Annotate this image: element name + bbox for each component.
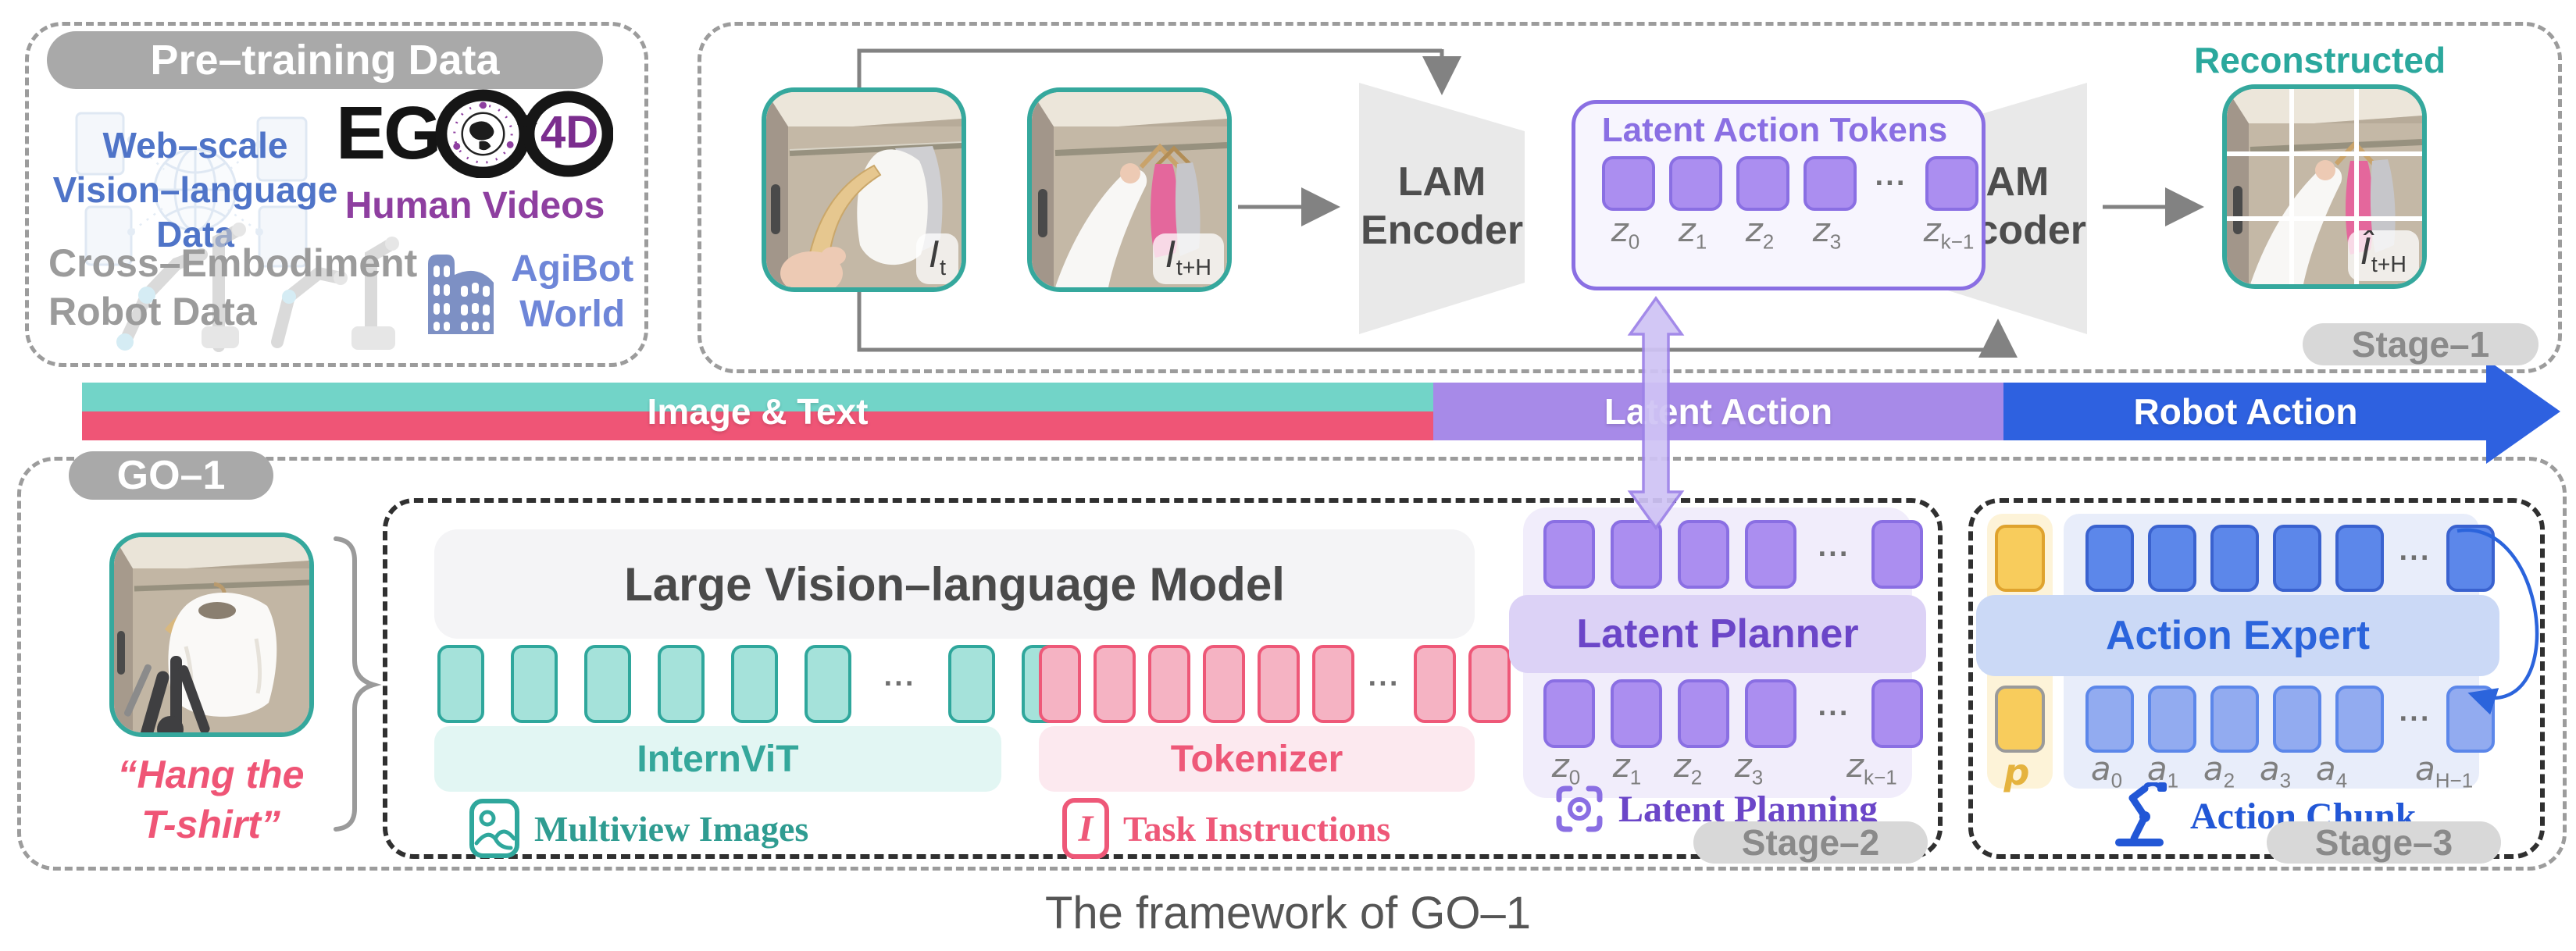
ego4d-glasses-icon <box>435 89 613 178</box>
reconstructed-label: Reconstructed <box>2193 40 2446 80</box>
colosseum-icon <box>428 255 494 334</box>
timeline-latent-action-segment: Latent Action <box>1433 383 2003 440</box>
image-label-future: It+H <box>1153 233 1224 284</box>
stage1-pill: Stage–1 <box>2303 323 2539 365</box>
vlm-title-box: Large Vision–language Model <box>434 529 1475 639</box>
proprio-token-bottom <box>1995 686 2045 753</box>
task-instruction-text: “Hang the T-shirt” <box>117 753 305 846</box>
timeline-image-text-label: Image & Text <box>647 391 869 432</box>
cross-embodiment-label: Cross–Embodiment Robot Data <box>48 241 418 333</box>
timeline-robot-action-label: Robot Action <box>2133 391 2358 432</box>
timeline-robot-action-segment: Robot Action <box>2003 383 2488 440</box>
stage3-pill: Stage–3 <box>2267 821 2501 864</box>
planner-output-token-row: ··· <box>1543 679 1923 748</box>
proprio-token-top <box>1995 525 2045 592</box>
latent-action-token-row: ··· <box>1602 156 1978 211</box>
image-label-current: It <box>916 233 958 284</box>
latent-planning-icon <box>1556 785 1603 832</box>
vlm-planner-box <box>383 498 1943 859</box>
robot-action-arrowhead <box>2486 359 2560 464</box>
pretraining-title: Pre–training Data <box>150 37 500 84</box>
task-instructions-caption: I Task Instructions <box>1062 798 1390 859</box>
ego4d-logo: EG 4D Human Videos <box>336 87 625 227</box>
latent-action-tokens-title: Latent Action Tokens <box>1601 111 1948 149</box>
latent-planner-bar: Latent Planner <box>1509 595 1926 673</box>
robot-arm-icon <box>2115 782 2167 846</box>
web-scale-label: Web–scale Vision–language Data <box>52 125 338 255</box>
planner-token-labels: z0 z1 z2 z3 zk−1 <box>1551 746 1897 789</box>
latent-token-labels: z0 z1 z2 z3 zk−1 <box>1611 211 1975 254</box>
multiview-images-icon <box>469 799 519 858</box>
task-observation-image <box>109 532 314 737</box>
action-input-token-row: ··· <box>2085 525 2495 592</box>
go1-pill: GO–1 <box>69 451 273 500</box>
image-label-reconstructed: Ît+H <box>2348 230 2419 281</box>
task-instructions-icon: I <box>1062 798 1109 859</box>
figure-caption: The framework of GO–1 <box>1044 888 1532 939</box>
timeline-image-text-segment: Image & Text <box>82 383 1433 440</box>
web-data-illustration <box>75 112 308 268</box>
agibot-world-label: AgiBot World <box>511 248 634 335</box>
observation-image-future: It+H <box>1027 87 1232 292</box>
human-videos-label: Human Videos <box>344 185 605 226</box>
go1-box <box>17 457 2567 871</box>
planner-input-token-row: ··· <box>1543 520 1923 589</box>
reconstructed-image: Ît+H <box>2222 84 2427 289</box>
action-expert-bar: Action Expert <box>1976 595 2499 676</box>
ego4d-4d-text: 4D <box>541 107 599 158</box>
action-token-labels: a0 a1 a2 a3 a4 aH−1 <box>2090 750 2474 792</box>
multiview-images-caption: Multiview Images <box>469 798 808 859</box>
robot-silhouettes <box>116 223 399 352</box>
tokenizer-box: Tokenizer <box>1039 726 1475 792</box>
stage2-pill: Stage–2 <box>1693 821 1928 864</box>
pretraining-title-pill: Pre–training Data <box>47 31 603 89</box>
action-expert-box <box>1968 498 2545 859</box>
timeline-latent-action-label: Latent Action <box>1604 391 1833 432</box>
observation-image-current: It <box>762 87 966 292</box>
pretraining-data-box <box>25 22 648 367</box>
proprio-label: p <box>2003 751 2030 793</box>
agibot-world: AgiBot World <box>422 247 633 337</box>
lam-encoder-label: LAM Encoder <box>1361 159 1524 253</box>
text-token-row: ··· <box>1039 645 1511 723</box>
action-output-token-row: ··· <box>2085 686 2495 753</box>
internvit-box: InternViT <box>434 726 1001 792</box>
vision-token-row: ··· <box>437 645 1069 723</box>
ego4d-eg-text: EG <box>336 91 442 175</box>
